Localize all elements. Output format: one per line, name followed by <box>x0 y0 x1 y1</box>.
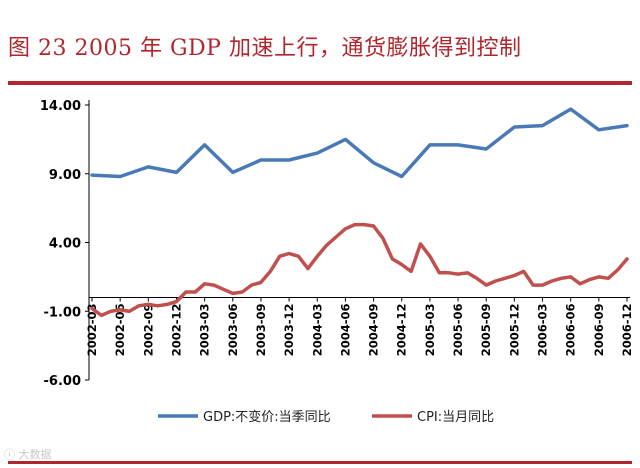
x-tick-label: 2002-06 <box>113 304 127 357</box>
watermark: ⓘ 大数据 <box>4 448 52 461</box>
y-tick-label: 9.00 <box>49 168 81 183</box>
y-tick-label: 14.00 <box>40 99 81 114</box>
x-tick-label: 2005-06 <box>451 303 465 356</box>
legend-label: GDP:不变价:当季同比 <box>203 409 331 425</box>
chart-title: 图 23 2005 年 GDP 加速上行，通货膨胀得到控制 <box>8 36 522 61</box>
x-tick-label: 2006-06 <box>564 304 578 357</box>
x-tick-label: 2003-09 <box>254 304 268 357</box>
x-tick-label: 2005-12 <box>507 304 521 357</box>
x-tick-label: 2004-09 <box>367 304 381 357</box>
x-tick-label: 2006-09 <box>592 304 606 357</box>
gdp-series-line <box>90 107 629 179</box>
x-axis: 2002-03 2002-06 2002-09 2002-12 2003-03 2003-… <box>85 297 634 357</box>
legend-label: CPI:当月同比 <box>417 410 494 425</box>
x-tick-label: 2004-03 <box>310 304 324 357</box>
x-tick-label: 2004-12 <box>395 304 409 357</box>
x-tick-label: 2004-06 <box>338 304 352 357</box>
legend: GDP:不变价:当季同比 CPI:当月同比 <box>158 409 494 425</box>
y-tick-label: -6.00 <box>44 374 81 389</box>
y-axis: 14.00 9.00 4.00 -1.00 -6.00 <box>40 99 90 389</box>
title-rule <box>8 81 632 85</box>
x-tick-label: 2005-09 <box>479 304 493 357</box>
x-tick-label: 2006-12 <box>620 304 634 357</box>
x-tick-label: 2005-03 <box>423 304 437 357</box>
x-tick-label: 2002-12 <box>169 304 183 357</box>
x-tick-label: 2003-12 <box>282 304 296 357</box>
x-tick-label: 2003-06 <box>226 304 240 357</box>
x-tick-label: 2006-03 <box>536 304 550 357</box>
x-tick-label: 2002-09 <box>141 304 155 357</box>
cpi-series-line <box>90 222 629 318</box>
y-tick-label: -1.00 <box>44 305 81 320</box>
x-tick-label: 2002-03 <box>85 304 99 357</box>
x-tick-label: 2003-03 <box>198 304 212 357</box>
series-lines <box>90 107 629 318</box>
y-tick-label: 4.00 <box>49 237 81 252</box>
footer-rule <box>8 461 632 464</box>
